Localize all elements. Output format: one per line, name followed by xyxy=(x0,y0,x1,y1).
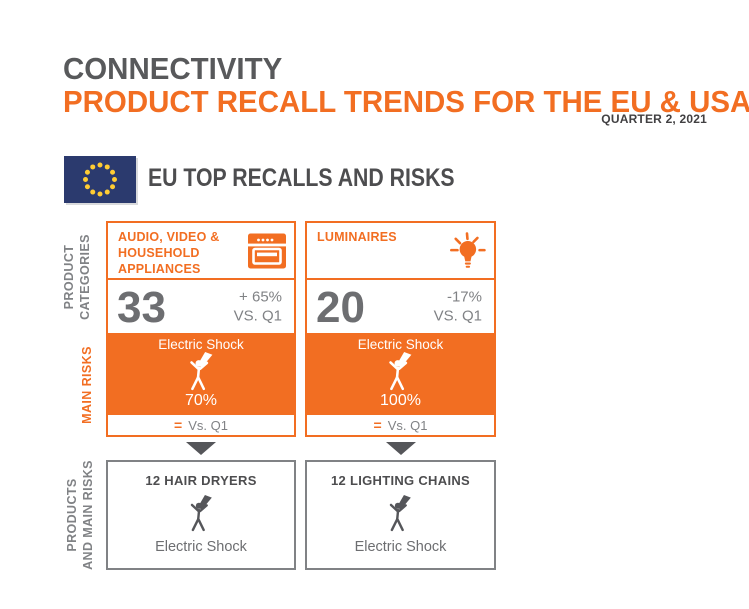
down-arrow-icon xyxy=(386,442,416,455)
equals-trend-icon: = xyxy=(174,417,183,433)
category-card-appliances: AUDIO, VIDEO & HOUSEHOLD APPLIANCES 33 +… xyxy=(106,221,296,437)
product-name: 12 LIGHTING CHAINS xyxy=(330,473,471,488)
main-risk-block: Electric Shock 100% xyxy=(307,333,494,415)
trend-label: Vs. Q1 xyxy=(188,417,228,433)
quarter-label: QUARTER 2, 2021 xyxy=(601,112,707,126)
row-label-line: PRODUCTS xyxy=(65,478,79,552)
eu-flag-icon xyxy=(64,156,136,203)
row-label-line: MAIN RISKS xyxy=(80,346,94,424)
row-label-main-risks: MAIN RISKS xyxy=(79,330,95,440)
row-label-line: PRODUCT xyxy=(62,244,76,310)
risk-percent: 70% xyxy=(184,392,218,409)
change-value: -17% xyxy=(446,288,482,305)
row-label-line: AND MAIN RISKS xyxy=(81,460,95,570)
recall-count-row: 20 -17% VS. Q1 xyxy=(307,280,494,333)
category-card-luminaires: LUMINAIRES 20 -17% VS. Q1 xyxy=(305,221,496,437)
electric-shock-icon xyxy=(190,494,212,531)
row-label-products-and-main-risks: PRODUCTS AND MAIN RISKS xyxy=(63,455,97,575)
category-header: AUDIO, VIDEO & HOUSEHOLD APPLIANCES xyxy=(108,223,294,280)
page-title: PRODUCT RECALL TRENDS FOR THE EU & USA xyxy=(63,84,749,119)
change-vs-label: VS. Q1 xyxy=(433,307,482,325)
product-card-hair-dryers: 12 HAIR DRYERS Electric Shock xyxy=(106,460,296,570)
section-heading: EU TOP RECALLS AND RISKS xyxy=(148,164,455,192)
change-vs-label: VS. Q1 xyxy=(233,307,282,325)
product-risk: Electric Shock xyxy=(155,539,247,555)
lightbulb-icon xyxy=(450,231,486,268)
risk-trend-strip: = Vs. Q1 xyxy=(108,415,294,435)
product-name: 12 HAIR DRYERS xyxy=(145,473,257,488)
equals-trend-icon: = xyxy=(373,417,382,433)
electric-shock-icon xyxy=(389,494,411,531)
row-label-line: CATEGORIES xyxy=(78,234,92,320)
product-card-lighting-chains: 12 LIGHTING CHAINS Electric Shock xyxy=(305,460,496,570)
category-name: LUMINAIRES xyxy=(317,230,397,244)
down-arrow-icon xyxy=(186,442,216,455)
recall-change: -17% VS. Q1 xyxy=(434,287,482,326)
risk-percent: 100% xyxy=(380,392,421,409)
main-risk-block: Electric Shock 70% xyxy=(108,333,294,415)
recall-count: 20 xyxy=(316,282,365,332)
trend-label: Vs. Q1 xyxy=(387,417,428,433)
risk-name: Electric Shock xyxy=(158,337,244,352)
row-label-product-categories: PRODUCT CATEGORIES xyxy=(60,217,94,337)
change-value: + 65% xyxy=(239,288,282,305)
recall-count: 33 xyxy=(117,282,166,332)
oven-icon xyxy=(248,233,286,268)
product-risk: Electric Shock xyxy=(354,539,447,555)
category-name: AUDIO, VIDEO & HOUSEHOLD APPLIANCES xyxy=(118,230,220,276)
electric-shock-icon xyxy=(189,352,212,391)
recall-change: + 65% VS. Q1 xyxy=(234,287,282,326)
electric-shock-icon xyxy=(389,352,412,391)
risk-name: Electric Shock xyxy=(357,337,444,352)
category-header: LUMINAIRES xyxy=(307,223,494,280)
risk-trend-strip: = Vs. Q1 xyxy=(307,415,494,435)
brand-title: CONNECTIVITY xyxy=(63,51,283,86)
recall-count-row: 33 + 65% VS. Q1 xyxy=(108,280,294,333)
